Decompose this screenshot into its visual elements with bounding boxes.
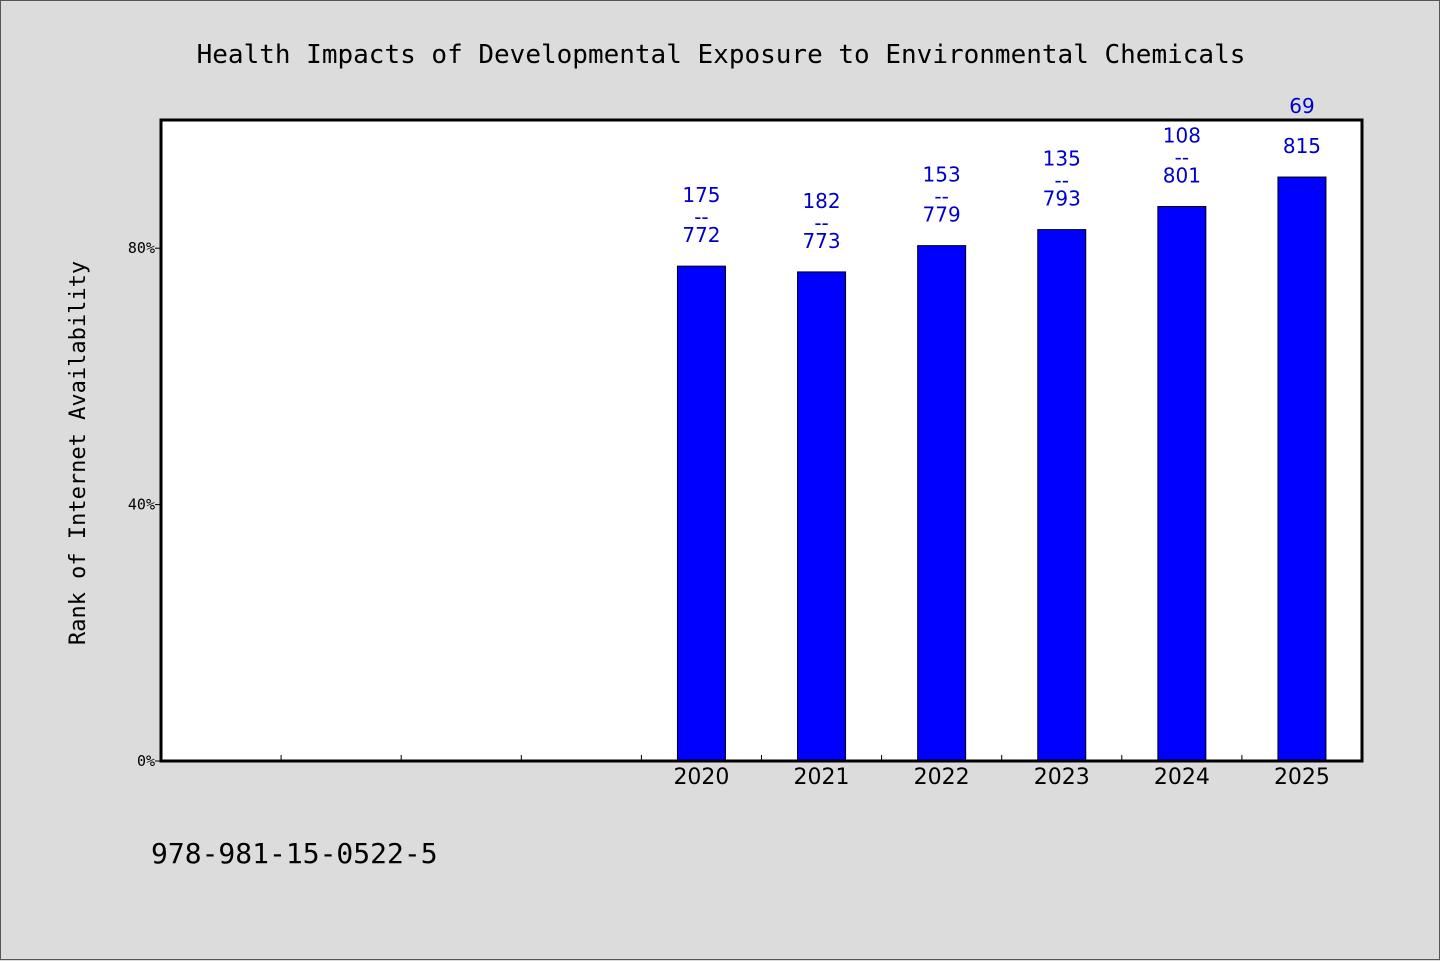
y-axis-label: Rank of Internet Availability bbox=[66, 261, 91, 645]
data-label-top: 135 bbox=[1043, 147, 1081, 171]
chart-marks: 0%40%80%2020175--7722021182--7732022153-… bbox=[128, 94, 1330, 790]
data-label-top: 153 bbox=[923, 163, 961, 187]
chart-title: Health Impacts of Developmental Exposure… bbox=[197, 40, 1246, 70]
bar bbox=[1037, 229, 1087, 762]
plot-border bbox=[159, 118, 1364, 763]
data-label-separator: -- bbox=[694, 205, 708, 229]
data-label-bottom: 773 bbox=[802, 229, 840, 253]
data-label-bottom: 815 bbox=[1283, 134, 1321, 158]
x-tick-label: 2021 bbox=[794, 765, 850, 790]
bar bbox=[917, 245, 967, 762]
x-tick-label: 2024 bbox=[1154, 765, 1210, 790]
data-label-top: 182 bbox=[802, 189, 840, 213]
data-label-bottom: 801 bbox=[1163, 164, 1201, 188]
data-label-separator: -- bbox=[1175, 146, 1189, 170]
y-tick-label: 80% bbox=[128, 239, 155, 257]
data-label-separator: -- bbox=[814, 211, 828, 235]
data-label-bottom: 779 bbox=[923, 203, 961, 227]
data-label-top: 108 bbox=[1163, 124, 1201, 148]
y-tick-label: 40% bbox=[128, 496, 155, 514]
bar bbox=[1157, 206, 1207, 762]
data-label-bottom: 772 bbox=[682, 223, 720, 247]
data-label-separator: -- bbox=[934, 185, 948, 209]
isbn-footer: 978-981-15-0522-5 bbox=[151, 837, 438, 870]
x-tick-label: 2023 bbox=[1034, 765, 1090, 790]
bar bbox=[797, 271, 847, 762]
bar bbox=[1277, 176, 1327, 762]
data-label-bottom: 793 bbox=[1043, 187, 1081, 211]
data-label-top: 175 bbox=[682, 183, 720, 207]
bar bbox=[676, 265, 726, 762]
data-label-separator: -- bbox=[1055, 169, 1069, 193]
data-label-top: 69 bbox=[1289, 94, 1314, 118]
y-tick-label: 0% bbox=[137, 752, 155, 770]
x-tick-label: 2020 bbox=[673, 765, 729, 790]
x-tick-label: 2025 bbox=[1274, 765, 1330, 790]
x-tick-label: 2022 bbox=[914, 765, 970, 790]
